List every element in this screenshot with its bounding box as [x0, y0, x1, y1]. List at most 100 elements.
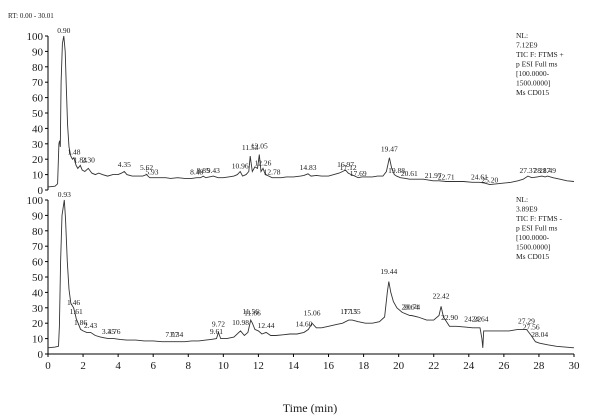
- peak-label: 22.42: [433, 292, 450, 301]
- x-tick-label: 0: [45, 360, 51, 372]
- info-line: p ESI Full ms: [516, 60, 558, 69]
- x-tick-label: 6: [150, 360, 156, 372]
- y-tick-label: 100: [27, 31, 44, 43]
- peak-label: 20.61: [401, 169, 418, 178]
- info-line: Ms CD015: [516, 88, 549, 97]
- x-tick-label: 10: [218, 360, 230, 372]
- peak-label: 5.62: [140, 163, 153, 172]
- y-tick-label: 70: [32, 241, 44, 253]
- peak-label: 24.61: [471, 172, 488, 181]
- peak-label: 17.69: [350, 169, 367, 178]
- peak-label: 2.43: [84, 321, 97, 330]
- y-tick-label: 50: [32, 108, 44, 120]
- y-tick-label: 40: [32, 123, 44, 135]
- y-tick-label: 0: [38, 185, 44, 197]
- peak-label: 20.74: [403, 302, 420, 311]
- peak-label: 22.90: [441, 313, 458, 322]
- peak-label: 25.20: [481, 175, 498, 184]
- peak-label: 22.71: [438, 172, 455, 181]
- peak-label: 1.61: [70, 307, 83, 316]
- y-tick-label: 20: [32, 318, 44, 330]
- peak-label: 8.85: [197, 166, 210, 175]
- y-tick-label: 80: [32, 62, 44, 74]
- peak-label: 11.56: [242, 307, 259, 316]
- peak-label: 19.44: [380, 267, 397, 276]
- peak-label: 14.60: [296, 319, 313, 328]
- x-axis-label: Time (min): [283, 401, 338, 415]
- peak-label: 9.43: [207, 166, 220, 175]
- peak-label: 12.26: [255, 158, 272, 167]
- info-line: [100.0000-: [516, 233, 550, 242]
- peak-label: 12.05: [251, 142, 268, 151]
- peak-label: 24.64: [472, 315, 489, 324]
- x-tick-label: 18: [358, 360, 370, 372]
- rt-range-label: RT: 0.00 - 30.01: [8, 12, 54, 20]
- peak-label: 9.72: [212, 319, 225, 328]
- peak-label: 2.30: [82, 155, 95, 164]
- y-tick-label: 40: [32, 287, 44, 299]
- peak-label: 1.48: [67, 148, 80, 157]
- info-line: 3.89E9: [516, 205, 538, 214]
- x-tick-label: 8: [186, 360, 192, 372]
- peak-label: 21.97: [425, 171, 442, 180]
- peak-label: 24.22: [464, 315, 481, 324]
- info-line: Ms CD015: [516, 252, 549, 261]
- info-line: NL:: [516, 31, 528, 40]
- info-line: NL:: [516, 195, 528, 204]
- chromatogram-trace: [47, 199, 575, 349]
- x-tick-label: 16: [323, 360, 335, 372]
- x-tick-label: 30: [569, 360, 581, 372]
- peak-label: 17.12: [340, 163, 357, 172]
- peak-label: 28.49: [539, 166, 556, 175]
- peak-label: 7.07: [165, 330, 178, 339]
- peak-label: 1.46: [67, 298, 80, 307]
- peak-label: 16.97: [337, 160, 354, 169]
- peak-label: 3.45: [102, 327, 115, 336]
- peak-label: 11.66: [244, 309, 261, 318]
- peak-label: 0.93: [58, 190, 71, 199]
- y-tick-label: 80: [32, 226, 44, 238]
- peak-label: 12.44: [258, 321, 275, 330]
- y-tick-label: 60: [32, 93, 44, 105]
- info-line: [100.0000-: [516, 69, 550, 78]
- peak-label: 27.37: [519, 166, 536, 175]
- x-tick-label: 14: [288, 360, 300, 372]
- peak-label: 27.29: [518, 316, 535, 325]
- peak-label: 11.53: [242, 143, 259, 152]
- y-tick-label: 90: [32, 46, 44, 58]
- peak-label: 12.78: [264, 168, 281, 177]
- x-tick-label: 12: [253, 360, 264, 372]
- x-tick-label: 28: [533, 360, 545, 372]
- y-tick-label: 20: [32, 154, 44, 166]
- peak-label: 27.56: [523, 322, 540, 331]
- peak-label: 9.61: [210, 327, 223, 336]
- info-line: 1500.0000]: [516, 243, 550, 252]
- peak-label: 8.48: [190, 168, 203, 177]
- peak-label: 28.04: [531, 330, 548, 339]
- peak-label: 4.35: [118, 160, 131, 169]
- x-tick-label: 26: [498, 360, 510, 372]
- info-line: p ESI Full ms: [516, 224, 558, 233]
- peak-label: 0.90: [57, 26, 70, 35]
- info-line: 7.12E9: [516, 41, 538, 50]
- y-tick-label: 30: [32, 303, 44, 315]
- x-tick-label: 22: [428, 360, 439, 372]
- peak-label: 5.93: [145, 168, 158, 177]
- y-tick-label: 0: [38, 349, 44, 361]
- info-line: 1500.0000]: [516, 79, 550, 88]
- peak-label: 1.86: [74, 318, 87, 327]
- y-tick-label: 90: [32, 210, 44, 222]
- chromatogram-trace: [47, 35, 575, 188]
- peak-label: 20.64: [401, 302, 418, 311]
- peak-label: 1.84: [74, 155, 87, 164]
- info-line: TIC F: FTMS -: [516, 214, 563, 223]
- y-tick-label: 50: [32, 272, 44, 284]
- x-tick-label: 4: [115, 360, 121, 372]
- y-tick-label: 30: [32, 139, 44, 151]
- peak-label: 15.06: [304, 309, 321, 318]
- y-tick-label: 100: [27, 195, 44, 207]
- peak-label: 10.96: [232, 162, 249, 171]
- peak-label: 10.98: [232, 318, 249, 327]
- peak-label: 7.34: [170, 330, 183, 339]
